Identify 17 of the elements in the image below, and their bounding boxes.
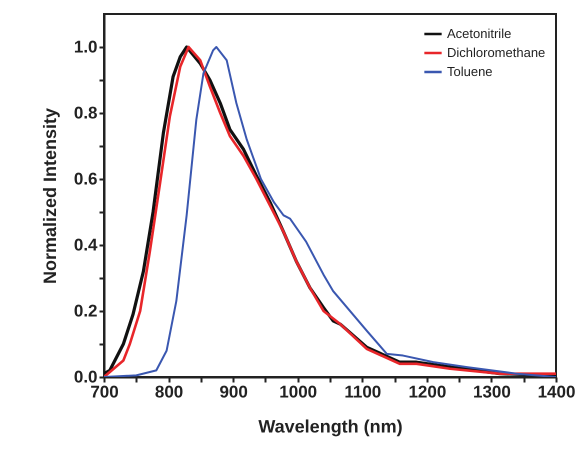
- x-tick-label: 1300: [473, 382, 511, 402]
- legend-label: Dichloromethane: [447, 45, 546, 60]
- y-tick-label: 0.8: [74, 104, 98, 122]
- legend-label: Acetonitrile: [447, 26, 512, 41]
- x-tick-label: 800: [154, 382, 184, 402]
- y-tick-label: 1.0: [74, 38, 98, 56]
- x-tick-label: 1000: [279, 382, 318, 402]
- x-axis-title: Wavelength (nm): [258, 416, 403, 436]
- y-tick-label: 0.2: [74, 302, 98, 320]
- y-tick-label: 0.6: [74, 170, 98, 188]
- x-tick-label: 1200: [408, 382, 446, 402]
- x-tick-label: 1100: [344, 382, 382, 402]
- x-tick-label: 1400: [538, 382, 576, 402]
- y-axis-title: Normalized Intensity: [40, 108, 60, 284]
- y-tick-label: 0.4: [74, 236, 98, 254]
- legend-label: Toluene: [447, 64, 493, 79]
- x-tick-label: 900: [219, 382, 248, 402]
